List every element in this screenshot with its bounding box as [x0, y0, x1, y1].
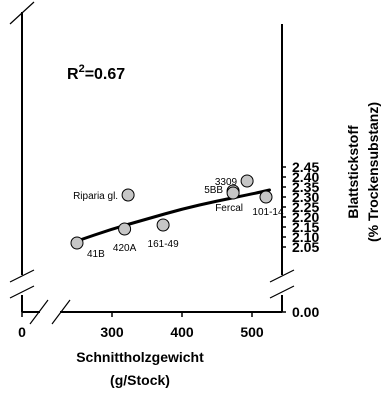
data-point-label: 5BB	[204, 185, 223, 196]
data-point	[259, 190, 273, 204]
x-axis-title-line2: (g/Stock)	[110, 372, 170, 388]
r-squared-sup: 2	[79, 63, 85, 75]
y-tick-label: 2.40	[292, 169, 319, 185]
data-point	[226, 186, 240, 200]
break-mark	[9, 285, 35, 299]
r-squared-annotation: R2=0.67	[67, 63, 125, 83]
y-tick-label: 2.05	[292, 239, 319, 255]
break-mark	[51, 299, 71, 325]
tick-layer: 0.00 2.052.102.152.202.252.302.352.402.45…	[18, 159, 319, 340]
x-tick-label: 0	[18, 324, 26, 340]
y-tick-label: 0.00	[292, 304, 319, 320]
data-point-label: Riparia gl.	[73, 191, 118, 202]
data-point	[118, 222, 132, 236]
y-tick-label: 2.30	[292, 189, 319, 205]
data-point-label: Fercal	[215, 203, 243, 214]
data-point	[156, 218, 170, 232]
data-point-label: 101-14	[252, 207, 284, 218]
x-tick-label: 400	[170, 324, 194, 340]
y-axis-title-line1: Blattstickstoff	[345, 125, 361, 219]
axes	[21, 12, 283, 313]
r-squared-prefix: R	[67, 66, 79, 83]
data-point-label: 420A	[113, 243, 137, 254]
y-tick-label: 2.25	[292, 199, 319, 215]
data-point	[121, 188, 135, 202]
x-tick-label: 300	[100, 324, 124, 340]
y-tick-label: 2.20	[292, 209, 319, 225]
break-mark	[29, 299, 49, 325]
data-point-label: 41B	[87, 249, 105, 260]
y-tick-label: 2.15	[292, 219, 319, 235]
data-point	[240, 174, 254, 188]
data-point-label: 161-49	[148, 239, 180, 250]
break-mark	[269, 285, 295, 299]
y-tick-label: 2.10	[292, 229, 319, 245]
r-squared-suffix: =0.67	[85, 66, 126, 83]
x-tick-label: 500	[240, 324, 264, 340]
y-tick-label: 2.45	[292, 159, 319, 175]
y-axis-title-line2: (% Trockensubstanz)	[365, 102, 381, 242]
break-mark	[9, 269, 35, 283]
axis-break-marks	[9, 1, 295, 325]
data-point	[70, 236, 84, 250]
data-point-label: 3309	[215, 177, 238, 188]
y-tick-label: 2.35	[292, 179, 319, 195]
break-mark	[269, 269, 295, 283]
break-mark	[9, 1, 35, 25]
x-axis-title-line1: Schnittholzgewicht	[76, 349, 204, 365]
